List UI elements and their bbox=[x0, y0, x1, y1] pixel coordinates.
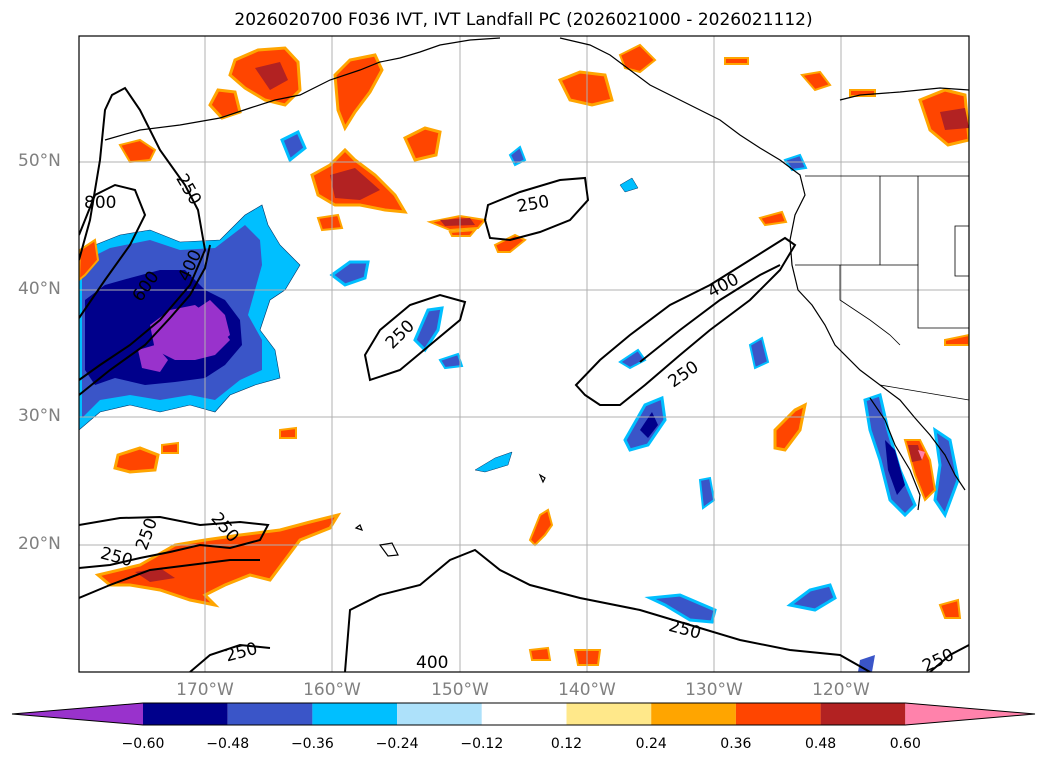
colorbar-segment bbox=[820, 703, 906, 725]
colorbar-segment bbox=[735, 703, 821, 725]
figure-title: 2026020700 F036 IVT, IVT Landfall PC (20… bbox=[234, 10, 813, 30]
colorbar-segment bbox=[481, 703, 567, 725]
lat-label-50n: 50°N bbox=[18, 151, 61, 171]
coastlines bbox=[104, 37, 969, 557]
contour-label: 800 bbox=[84, 193, 116, 213]
lon-label-160w: 160°W bbox=[303, 680, 361, 700]
colorbar-tick-label: −0.36 bbox=[290, 736, 334, 752]
map-frame bbox=[78, 35, 970, 673]
colorbar-segment bbox=[397, 703, 482, 725]
colorbar-segment bbox=[566, 703, 652, 725]
colorbar-tick-label: 0.48 bbox=[805, 736, 837, 752]
colorbar-segment bbox=[143, 703, 228, 725]
lon-label-140w: 140°W bbox=[558, 680, 616, 700]
colorbar-tick-label: 0.36 bbox=[720, 736, 752, 752]
colorbar-extend-max bbox=[905, 703, 1035, 725]
lat-label-30n: 30°N bbox=[18, 406, 61, 426]
colorbar-tick-label: 0.12 bbox=[550, 736, 583, 752]
colorbar-tick-label: 0.24 bbox=[635, 736, 667, 752]
lon-label-150w: 150°W bbox=[431, 680, 489, 700]
colorbar bbox=[11, 702, 1036, 726]
colorbar-tick-label: 0.60 bbox=[889, 736, 921, 752]
lat-label-20n: 20°N bbox=[18, 534, 61, 554]
colorbar-tick-label: −0.24 bbox=[375, 736, 419, 752]
lon-label-120w: 120°W bbox=[812, 680, 870, 700]
colorbar-segment bbox=[312, 703, 398, 725]
colorbar-segment bbox=[227, 703, 313, 725]
negative-anomaly-region-west bbox=[79, 204, 301, 431]
lon-label-170w: 170°W bbox=[176, 680, 234, 700]
borders bbox=[795, 175, 969, 401]
colorbar-tick-label: −0.12 bbox=[460, 736, 504, 752]
contour-label: 400 bbox=[416, 653, 448, 673]
lon-label-130w: 130°W bbox=[685, 680, 743, 700]
colorbar-tick-label: −0.60 bbox=[121, 736, 165, 752]
ivt-contours bbox=[79, 86, 969, 672]
colorbar-extend-min bbox=[12, 703, 143, 725]
negative-anomaly-patches bbox=[280, 129, 960, 672]
graticule bbox=[79, 36, 969, 672]
positive-anomaly-regions bbox=[79, 43, 969, 666]
colorbar-segment bbox=[651, 703, 736, 725]
lat-label-40n: 40°N bbox=[18, 279, 61, 299]
colorbar-tick-label: −0.48 bbox=[206, 736, 250, 752]
